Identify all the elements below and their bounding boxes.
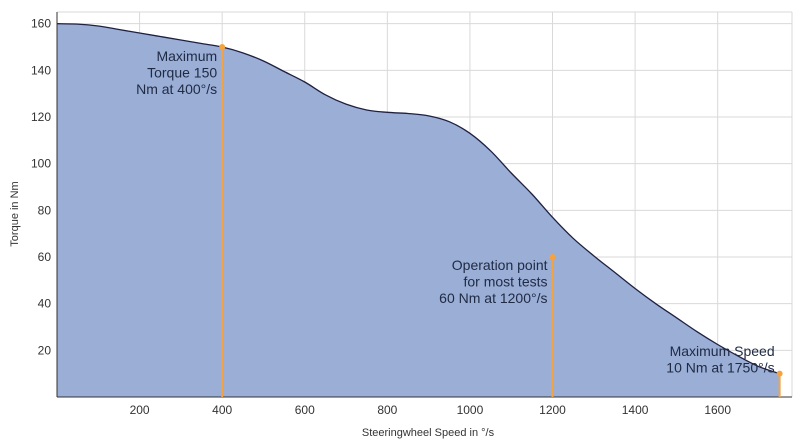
annotation-label-line: Operation point: [452, 257, 548, 273]
annotation-marker-point: [776, 370, 783, 377]
y-tick-label: 100: [31, 157, 51, 171]
y-tick-label: 40: [38, 297, 52, 311]
x-tick-label: 400: [212, 403, 232, 417]
torque-area-fill: [57, 23, 780, 397]
y-tick-label: 60: [38, 250, 52, 264]
x-tick-label: 600: [295, 403, 315, 417]
y-axis-title: Torque in Nm: [9, 181, 21, 246]
torque-curve-line: [56, 23, 780, 375]
y-tick-label: 140: [31, 63, 51, 77]
x-tick-label: 800: [377, 403, 397, 417]
y-tick-label: 160: [31, 17, 51, 31]
x-tick-label: 1600: [704, 403, 731, 417]
x-tick-label: 1200: [539, 403, 566, 417]
x-tick-label: 1400: [622, 403, 649, 417]
axes: [56, 12, 792, 398]
annotation-label-line: Maximum: [156, 48, 217, 64]
annotation-label-line: Torque 150: [147, 65, 217, 81]
annotation-marker-point: [219, 44, 226, 50]
x-tick-label: 200: [130, 403, 150, 417]
y-tick-label: 20: [38, 343, 52, 357]
x-axis-title: Steeringwheel Speed in °/s: [362, 427, 495, 439]
tick-labels: 200 400 600 800 1000 1200 1400 1600 20 40 60 80 100 1…: [31, 17, 731, 417]
x-tick-label: 1000: [457, 403, 484, 417]
annotation-markers: [219, 44, 783, 397]
annotation-label-line: Nm at 400°/s: [136, 81, 217, 97]
y-tick-label: 120: [31, 110, 51, 124]
annotation-label-line: 60 Nm at 1200°/s: [439, 290, 547, 306]
y-tick-label: 80: [38, 203, 52, 217]
annotation-label-line: Maximum Speed: [670, 343, 775, 359]
annotation-label-line: 10 Nm at 1750°/s: [666, 360, 774, 376]
annotation-marker-point: [549, 254, 556, 260]
annotation-label-line: for most tests: [463, 274, 547, 290]
